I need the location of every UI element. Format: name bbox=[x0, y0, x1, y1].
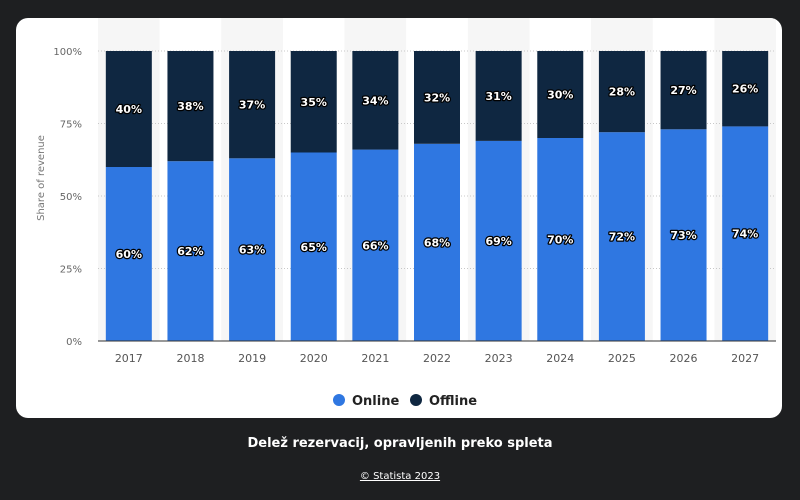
data-label: 30% bbox=[547, 89, 573, 102]
data-label: 63% bbox=[239, 244, 265, 257]
bar-offline-2023[interactable] bbox=[475, 51, 522, 141]
x-axis-ticks: 2017 2018 2019 2020 2021 2022 2023 2024 2025 2026… bbox=[115, 352, 759, 365]
data-label: 37% bbox=[239, 99, 265, 112]
y-axis-ticks: 0% 25% 50% 75% 100% bbox=[53, 47, 82, 348]
bar-online-2019[interactable] bbox=[229, 158, 276, 341]
data-label: 65% bbox=[301, 241, 327, 254]
data-label: 60% bbox=[116, 248, 142, 261]
data-label: 40% bbox=[116, 103, 142, 116]
y-tick-label: 25% bbox=[60, 265, 82, 276]
bar-offline-2022[interactable] bbox=[414, 51, 460, 144]
data-label: 26% bbox=[732, 83, 758, 96]
y-tick-label: 50% bbox=[60, 192, 82, 203]
bar-offline-2025[interactable] bbox=[598, 51, 645, 133]
chart-caption: Delež rezervacij, opravljenih preko sple… bbox=[247, 436, 553, 451]
bar-online-2022[interactable] bbox=[414, 143, 460, 341]
x-tick-label: 2027 bbox=[731, 352, 759, 365]
x-tick-label: 2023 bbox=[485, 352, 513, 365]
bar-online-2026[interactable] bbox=[660, 129, 707, 341]
data-label: 28% bbox=[609, 86, 635, 99]
data-label: 62% bbox=[177, 245, 203, 258]
bar-offline-2017[interactable] bbox=[105, 51, 152, 167]
x-tick-label: 2021 bbox=[361, 352, 389, 365]
bar-online-2024[interactable] bbox=[537, 138, 584, 341]
data-label: 27% bbox=[670, 84, 696, 97]
stacked-bar-chart: 0%25%50%75%100% Share of revenue 60%40%6… bbox=[36, 18, 776, 409]
bar-offline-2020[interactable] bbox=[290, 51, 337, 153]
x-tick-label: 2017 bbox=[115, 352, 143, 365]
x-tick-label: 2026 bbox=[670, 352, 698, 365]
bar-offline-2024[interactable] bbox=[537, 51, 584, 138]
y-tick-label: 75% bbox=[60, 120, 82, 131]
data-label: 66% bbox=[362, 239, 388, 252]
chart-card: 0% 25% 50% 75% 100% Share of revenue 60% 40% 6… bbox=[16, 18, 782, 418]
legend-item-offline[interactable]: Offline bbox=[410, 394, 477, 409]
data-label: 74% bbox=[732, 228, 758, 241]
legend-swatch-offline bbox=[410, 394, 422, 406]
bars: 60% 40% 62% 38% 63% 37% 65% 35% 66% 34% 68% 32% 69% 3… bbox=[105, 51, 769, 342]
y-tick-label: 100% bbox=[53, 47, 82, 58]
x-tick-label: 2024 bbox=[546, 352, 574, 365]
data-label: 68% bbox=[424, 236, 450, 249]
x-tick-label: 2022 bbox=[423, 352, 451, 365]
data-label: 69% bbox=[485, 235, 511, 248]
bar-online-2025[interactable] bbox=[598, 132, 645, 341]
bar-online-2020[interactable] bbox=[290, 152, 337, 342]
bar-offline-2027[interactable] bbox=[722, 51, 769, 127]
x-tick-label: 2019 bbox=[238, 352, 266, 365]
bar-online-2021[interactable] bbox=[352, 149, 399, 341]
data-label: 38% bbox=[177, 100, 203, 113]
legend: Online Offline bbox=[333, 394, 477, 409]
data-label: 32% bbox=[424, 91, 450, 104]
y-tick-label: 0% bbox=[66, 337, 82, 348]
data-label: 35% bbox=[301, 96, 327, 109]
x-tick-label: 2018 bbox=[176, 352, 204, 365]
bar-online-2027[interactable] bbox=[722, 126, 769, 342]
bar-online-2017[interactable] bbox=[105, 167, 152, 341]
bar-online-2023[interactable] bbox=[475, 140, 522, 341]
legend-item-online[interactable]: Online bbox=[333, 394, 399, 409]
data-label: 70% bbox=[547, 234, 573, 247]
bar-offline-2026[interactable] bbox=[660, 51, 707, 130]
legend-label-offline: Offline bbox=[429, 394, 477, 409]
statista-credit-link[interactable]: © Statista 2023 bbox=[359, 471, 441, 482]
data-label: 73% bbox=[670, 229, 696, 242]
bar-offline-2019[interactable] bbox=[229, 51, 276, 159]
legend-label-online: Online bbox=[352, 394, 399, 409]
data-label: 31% bbox=[485, 90, 511, 103]
x-tick-label: 2025 bbox=[608, 352, 636, 365]
x-tick-label: 2020 bbox=[300, 352, 328, 365]
bar-online-2018[interactable] bbox=[167, 161, 214, 341]
legend-swatch-online bbox=[333, 394, 345, 406]
bar-offline-2021[interactable] bbox=[352, 51, 399, 150]
y-axis-label: Share of revenue bbox=[36, 135, 47, 221]
data-label: 34% bbox=[362, 94, 388, 107]
data-label: 72% bbox=[609, 231, 635, 244]
bar-offline-2018[interactable] bbox=[167, 51, 214, 162]
